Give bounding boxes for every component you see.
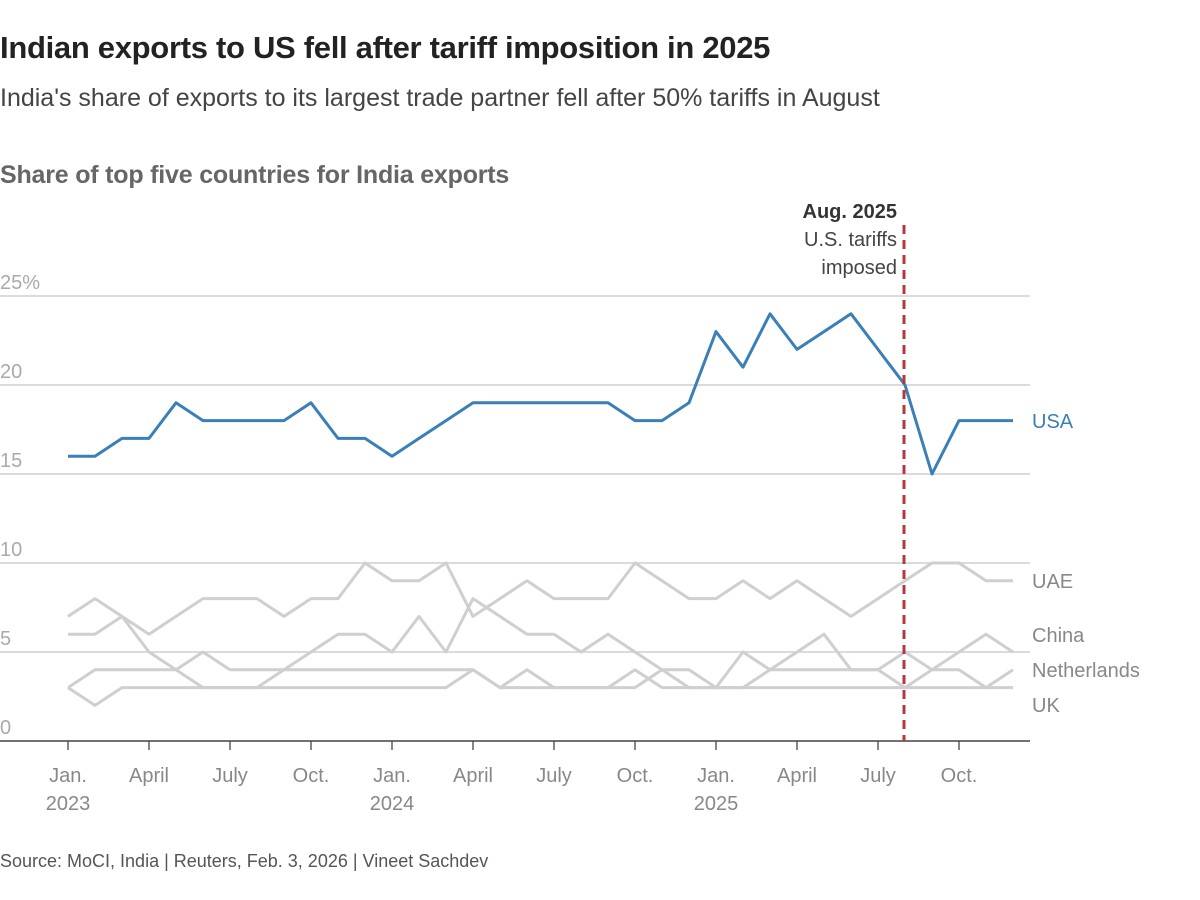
- series-label-uae: UAE: [1032, 571, 1073, 593]
- x-tick-label: July: [860, 765, 896, 787]
- x-tick-year: 2025: [694, 793, 739, 815]
- series-label-uk: UK: [1032, 695, 1060, 717]
- x-tick-label: Jan.: [697, 765, 735, 787]
- series-line-china: [68, 597, 1014, 690]
- x-tick-label: Oct.: [293, 765, 330, 787]
- annotation-heading: Aug. 2025: [803, 201, 897, 223]
- x-tick-label: April: [129, 765, 169, 787]
- series-line-uae: [67, 561, 1013, 636]
- tariff-annotation: Aug. 2025 U.S. tariffs imposed: [803, 201, 906, 741]
- x-tick-year: 2024: [370, 793, 415, 815]
- x-tick-label: July: [536, 765, 572, 787]
- y-tick-label: 5: [0, 628, 11, 650]
- x-tick-label: Jan.: [49, 765, 87, 787]
- y-tick-label: 20: [0, 361, 22, 383]
- y-tick-label: 25%: [0, 272, 40, 294]
- x-tick-label: Jan.: [373, 765, 411, 787]
- annotation-text: U.S. tariffs: [804, 229, 897, 251]
- y-tick-label: 10: [0, 539, 22, 561]
- series-label-china: China: [1032, 625, 1085, 647]
- chart-headline: Indian exports to US fell after tariff i…: [0, 30, 771, 65]
- series-line-usa: [68, 312, 1013, 476]
- source-note: Source: MoCI, India | Reuters, Feb. 3, 2…: [0, 851, 489, 871]
- x-tick-label: April: [453, 765, 493, 787]
- y-axis-labels: 0 5 10 15 20 25%: [0, 272, 40, 739]
- y-tick-label: 0: [0, 717, 11, 739]
- series-label-usa: USA: [1032, 411, 1074, 433]
- x-tick-label: Oct.: [941, 765, 978, 787]
- x-tick-label: Oct.: [617, 765, 654, 787]
- x-tick-year: 2023: [46, 793, 91, 815]
- x-axis: Jan. 2023 April July Oct. Jan. 2024 April July Oc…: [46, 741, 978, 815]
- gridlines: [0, 295, 1030, 742]
- series-label-netherlands: Netherlands: [1032, 660, 1140, 682]
- y-tick-label: 15: [0, 450, 22, 472]
- chart-subtitle: India's share of exports to its largest …: [0, 84, 880, 112]
- x-tick-label: April: [777, 765, 817, 787]
- chart-title: Share of top five countries for India ex…: [0, 161, 510, 189]
- x-tick-label: July: [212, 765, 248, 787]
- series-lines: UK Netherlands China UAE USA: [67, 312, 1140, 717]
- annotation-text: imposed: [821, 257, 897, 279]
